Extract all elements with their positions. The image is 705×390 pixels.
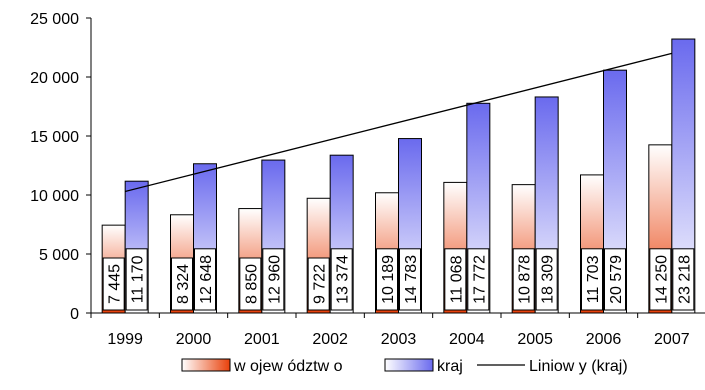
data-label-wojewodztwo-box (102, 257, 125, 311)
y-tick-label: 10 000 (30, 188, 79, 205)
trendline (125, 52, 672, 193)
legend: w ojew ództw o kraj Liniow y (kraj) (181, 358, 628, 375)
data-label-wojewodztwo: 8 324 (175, 264, 192, 304)
data-label-kraj-box (399, 248, 421, 311)
data-label-kraj-box (330, 248, 353, 311)
y-tick-label: 25 000 (30, 11, 79, 28)
data-label-wojewodztwo-box (512, 248, 535, 311)
data-label-wojewodztwo-box (307, 257, 330, 311)
y-tick-label: 15 000 (30, 129, 79, 146)
data-label-kraj: 12 960 (266, 255, 283, 304)
x-tick-label: 2003 (381, 331, 417, 348)
plot-area: 0 5 000 10 000 15 000 20 000 25 000 7 445 11 17… (30, 11, 705, 348)
data-label-kraj-box (262, 248, 285, 311)
data-label-wojewodztwo: 11 068 (448, 255, 465, 303)
data-label-kraj: 17 772 (471, 255, 488, 304)
data-label-wojewodztwo-box (376, 248, 398, 311)
data-label-kraj: 14 783 (403, 255, 420, 304)
x-tick-label: 2001 (244, 331, 280, 348)
data-label-wojewodztwo-box (239, 257, 262, 311)
data-label-kraj: 11 170 (130, 255, 147, 303)
x-tick-label: 2005 (517, 331, 553, 348)
data-label-wojewodztwo: 9 722 (312, 264, 329, 304)
x-tick-label: 2007 (654, 331, 690, 348)
data-label-kraj: 18 309 (540, 255, 557, 304)
legend-label-kraj: kraj (437, 358, 463, 375)
data-label-wojewodztwo-box (649, 248, 672, 311)
data-label-wojewodztwo-box (444, 248, 467, 311)
x-tick-label: 2004 (449, 331, 485, 348)
data-label-wojewodztwo-box (581, 248, 603, 311)
legend-swatch-kraj (384, 358, 434, 372)
legend-swatch-wojewodztwo (181, 358, 231, 372)
y-tick-label: 5 000 (39, 247, 79, 264)
y-tick-label: 20 000 (30, 70, 79, 87)
data-label-wojewodztwo: 7 445 (107, 264, 124, 304)
data-label-wojewodztwo: 10 189 (380, 255, 397, 304)
data-label-kraj-box (604, 248, 626, 311)
data-label-kraj: 23 218 (676, 255, 693, 304)
data-label-kraj-box (535, 248, 558, 311)
x-tick-label: 2002 (312, 331, 348, 348)
bar-kraj (671, 38, 696, 314)
legend-label-trendline: Liniow y (kraj) (529, 358, 628, 375)
data-label-kraj: 12 648 (198, 255, 215, 304)
x-tick-label: 2006 (586, 331, 622, 348)
data-label-wojewodztwo-box (171, 257, 193, 311)
x-tick-label: 1999 (107, 331, 143, 348)
data-label-kraj-box (672, 248, 695, 311)
data-label-kraj: 20 579 (608, 255, 625, 304)
data-label-wojewodztwo: 14 250 (653, 255, 670, 304)
x-tick-label: 2000 (176, 331, 212, 348)
data-label-kraj-box (194, 248, 216, 311)
data-label-kraj-box (467, 248, 490, 311)
data-label-wojewodztwo: 8 850 (243, 264, 260, 304)
data-label-wojewodztwo: 10 878 (517, 255, 534, 304)
legend-label-wojewodztwo: w ojew ództw o (233, 358, 343, 375)
data-label-kraj-box (125, 248, 148, 311)
y-tick-label: 0 (70, 306, 79, 323)
data-label-wojewodztwo: 11 703 (585, 255, 602, 303)
data-label-kraj: 13 374 (335, 255, 352, 304)
